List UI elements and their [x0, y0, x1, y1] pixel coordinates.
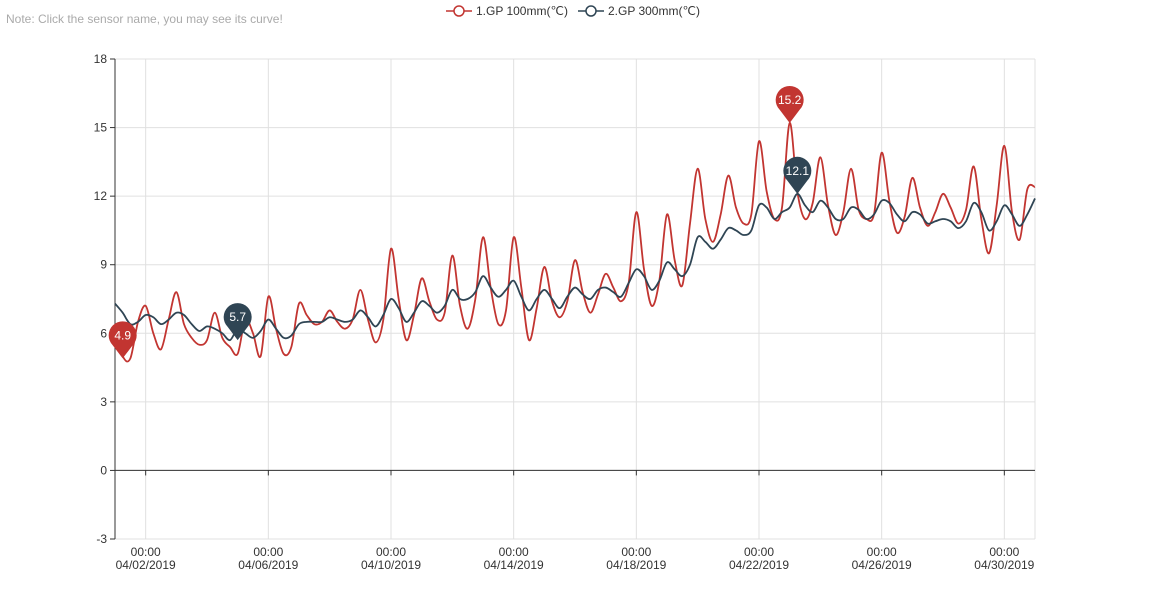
x-tick-date-label: 04/26/2019: [852, 558, 912, 572]
x-tick-date-label: 04/18/2019: [606, 558, 666, 572]
y-tick-label: 3: [100, 395, 107, 409]
x-tick-date-label: 04/30/2019: [974, 558, 1034, 572]
marker-pin-label: 4.9: [114, 328, 131, 342]
legend-item-gp-100mm[interactable]: 1.GP 100mm(℃): [446, 2, 568, 20]
chart-note: Note: Click the sensor name, you may see…: [6, 12, 283, 26]
chart-legend: 1.GP 100mm(℃) 2.GP 300mm(℃): [0, 0, 1150, 22]
marker-pin-label: 5.7: [229, 310, 246, 324]
y-tick-label: 18: [94, 52, 108, 66]
marker-pin-1: [108, 321, 137, 359]
y-tick-label: 12: [94, 189, 108, 203]
x-tick-time-label: 00:00: [867, 545, 897, 559]
x-tick-time-label: 00:00: [131, 545, 161, 559]
legend-line-circle-icon: [578, 5, 604, 17]
x-tick-time-label: 00:00: [499, 545, 529, 559]
marker-pin-label: 15.2: [778, 93, 802, 107]
y-tick-label: 15: [94, 121, 108, 135]
legend-item-gp-300mm[interactable]: 2.GP 300mm(℃): [578, 2, 700, 20]
y-tick-label: 0: [100, 463, 107, 477]
marker-pin-label: 12.1: [786, 164, 810, 178]
x-tick-date-label: 04/22/2019: [729, 558, 789, 572]
x-tick-time-label: 00:00: [744, 545, 774, 559]
marker-pin-1: [775, 85, 804, 123]
y-tick-label: 6: [100, 326, 107, 340]
legend-label: 2.GP 300mm(℃): [608, 4, 700, 18]
legend-label: 1.GP 100mm(℃): [476, 4, 568, 18]
x-tick-date-label: 04/02/2019: [116, 558, 176, 572]
x-tick-date-label: 04/06/2019: [238, 558, 298, 572]
x-tick-time-label: 00:00: [621, 545, 651, 559]
x-tick-time-label: 00:00: [376, 545, 406, 559]
series-line-2: [114, 192, 1036, 342]
y-tick-label: 9: [100, 258, 107, 272]
series-line-1: [114, 122, 1036, 363]
x-tick-time-label: 00:00: [253, 545, 283, 559]
x-tick-time-label: 00:00: [989, 545, 1019, 559]
marker-pin-2: [783, 156, 812, 194]
marker-pin-2: [223, 303, 252, 341]
x-tick-date-label: 04/14/2019: [484, 558, 544, 572]
x-tick-date-label: 04/10/2019: [361, 558, 421, 572]
y-tick-label: -3: [96, 532, 107, 546]
legend-line-circle-icon: [446, 5, 472, 17]
